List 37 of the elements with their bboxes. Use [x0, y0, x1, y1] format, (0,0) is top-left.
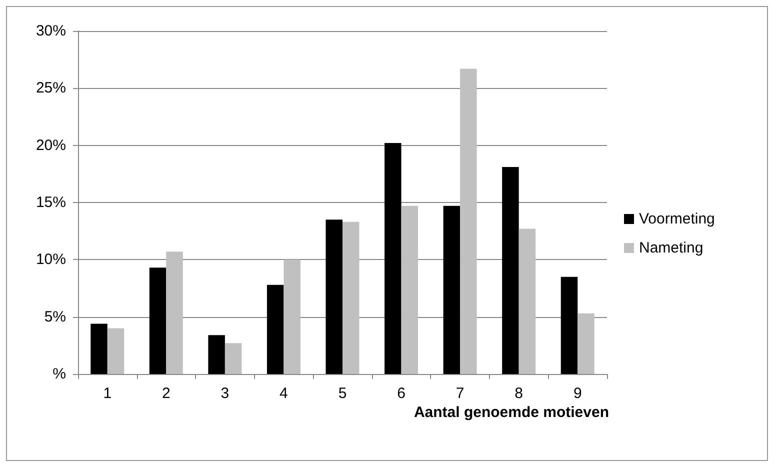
bar [166, 252, 183, 374]
y-tick-label: 20% [36, 136, 66, 154]
x-tick-label: 7 [456, 385, 464, 402]
x-tick-label: 2 [162, 385, 170, 402]
bar [502, 167, 519, 374]
legend-label: Nameting [639, 240, 704, 256]
x-tick-label: 8 [514, 385, 524, 402]
bar [560, 276, 578, 374]
bar [284, 260, 300, 374]
x-tick-label: 5 [338, 385, 347, 402]
x-axis-title: Aantal genoemde motieven [414, 404, 610, 421]
x-tick-label: 9 [573, 385, 582, 402]
bar [208, 335, 225, 374]
y-tick-label: % [52, 366, 66, 382]
bar [90, 324, 108, 374]
bar [443, 206, 460, 374]
y-tick-label: 30% [36, 22, 66, 40]
bar [107, 328, 124, 374]
y-tick-label: 15% [36, 194, 66, 211]
y-tick-label: 25% [36, 80, 66, 97]
x-tick-label: 3 [220, 385, 230, 402]
bar [401, 206, 418, 374]
bar [149, 268, 166, 374]
y-tick-label: 10% [36, 251, 66, 268]
bar [342, 222, 360, 374]
x-tick-label: 1 [103, 385, 112, 402]
bar [384, 143, 402, 374]
bar [326, 220, 342, 374]
bar [266, 284, 284, 374]
bar [578, 313, 594, 374]
bar [224, 343, 242, 374]
bar [518, 228, 536, 374]
x-tick-label: 6 [397, 385, 406, 402]
x-tick-label: 4 [280, 385, 288, 402]
y-tick-label: 5% [44, 308, 66, 326]
bar [460, 68, 477, 374]
legend-label: Voormeting [639, 210, 715, 228]
